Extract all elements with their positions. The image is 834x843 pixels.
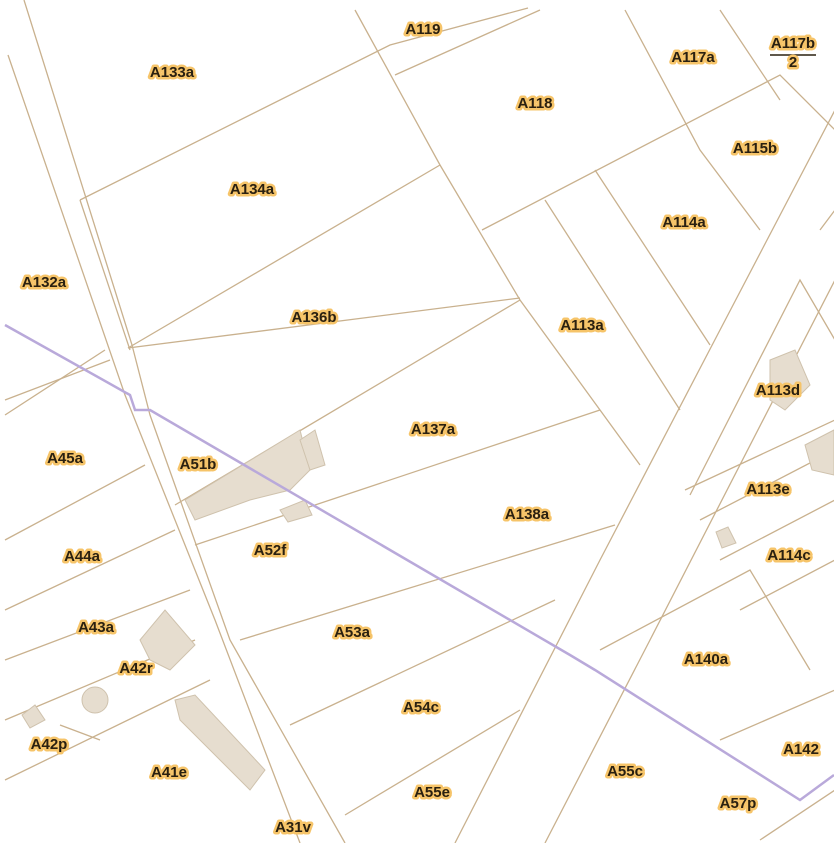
parcel-label: A45a (47, 450, 84, 467)
parcel-label: A115b (733, 140, 777, 157)
parcel-label: A114c (767, 547, 810, 564)
parcel-label: A137a (411, 421, 456, 438)
parcel-label: A114a (662, 214, 706, 231)
parcel-label: A55c (607, 763, 643, 780)
parcel-label: A51b (180, 456, 217, 473)
parcel-label: A134a (230, 181, 275, 198)
buildings (22, 350, 834, 790)
parcel-label: A118 (517, 95, 552, 112)
parcel-label: A42p (31, 736, 68, 753)
parcel-label: A31v (275, 819, 312, 836)
parcel-label: A117a (671, 49, 715, 66)
parcel-label: A142 (783, 741, 819, 758)
parcel-label: A113a (560, 317, 604, 334)
parcel-label: A54c (403, 699, 439, 716)
parcel-label: 2 (789, 54, 797, 71)
parcel-label: A117b (771, 35, 815, 52)
parcel-label: A132a (22, 274, 67, 291)
parcel-label: A41e (151, 764, 187, 781)
parcel-label: A133a (150, 64, 195, 81)
parcel-label: A113e (746, 481, 789, 498)
parcel-label: A113d (756, 382, 800, 399)
parcel-label: A119 (405, 21, 440, 38)
parcel-label: A52f (254, 542, 288, 559)
parcel-label: A42r (119, 660, 153, 677)
parcel-label: A53a (334, 624, 371, 641)
cadastral-map: A119 A133a A117a A117b 2 A118 A115b A134a A114a A… (0, 0, 834, 843)
parcel-label: A138a (505, 506, 550, 523)
parcel-label: A136b (291, 309, 336, 326)
parcel-label: A140a (684, 651, 729, 668)
boundary-line (5, 325, 834, 800)
parcel-label: A44a (64, 548, 101, 565)
parcel-label: A57p (720, 795, 757, 812)
parcel-label: A55e (414, 784, 450, 801)
parcel-label: A43a (78, 619, 115, 636)
